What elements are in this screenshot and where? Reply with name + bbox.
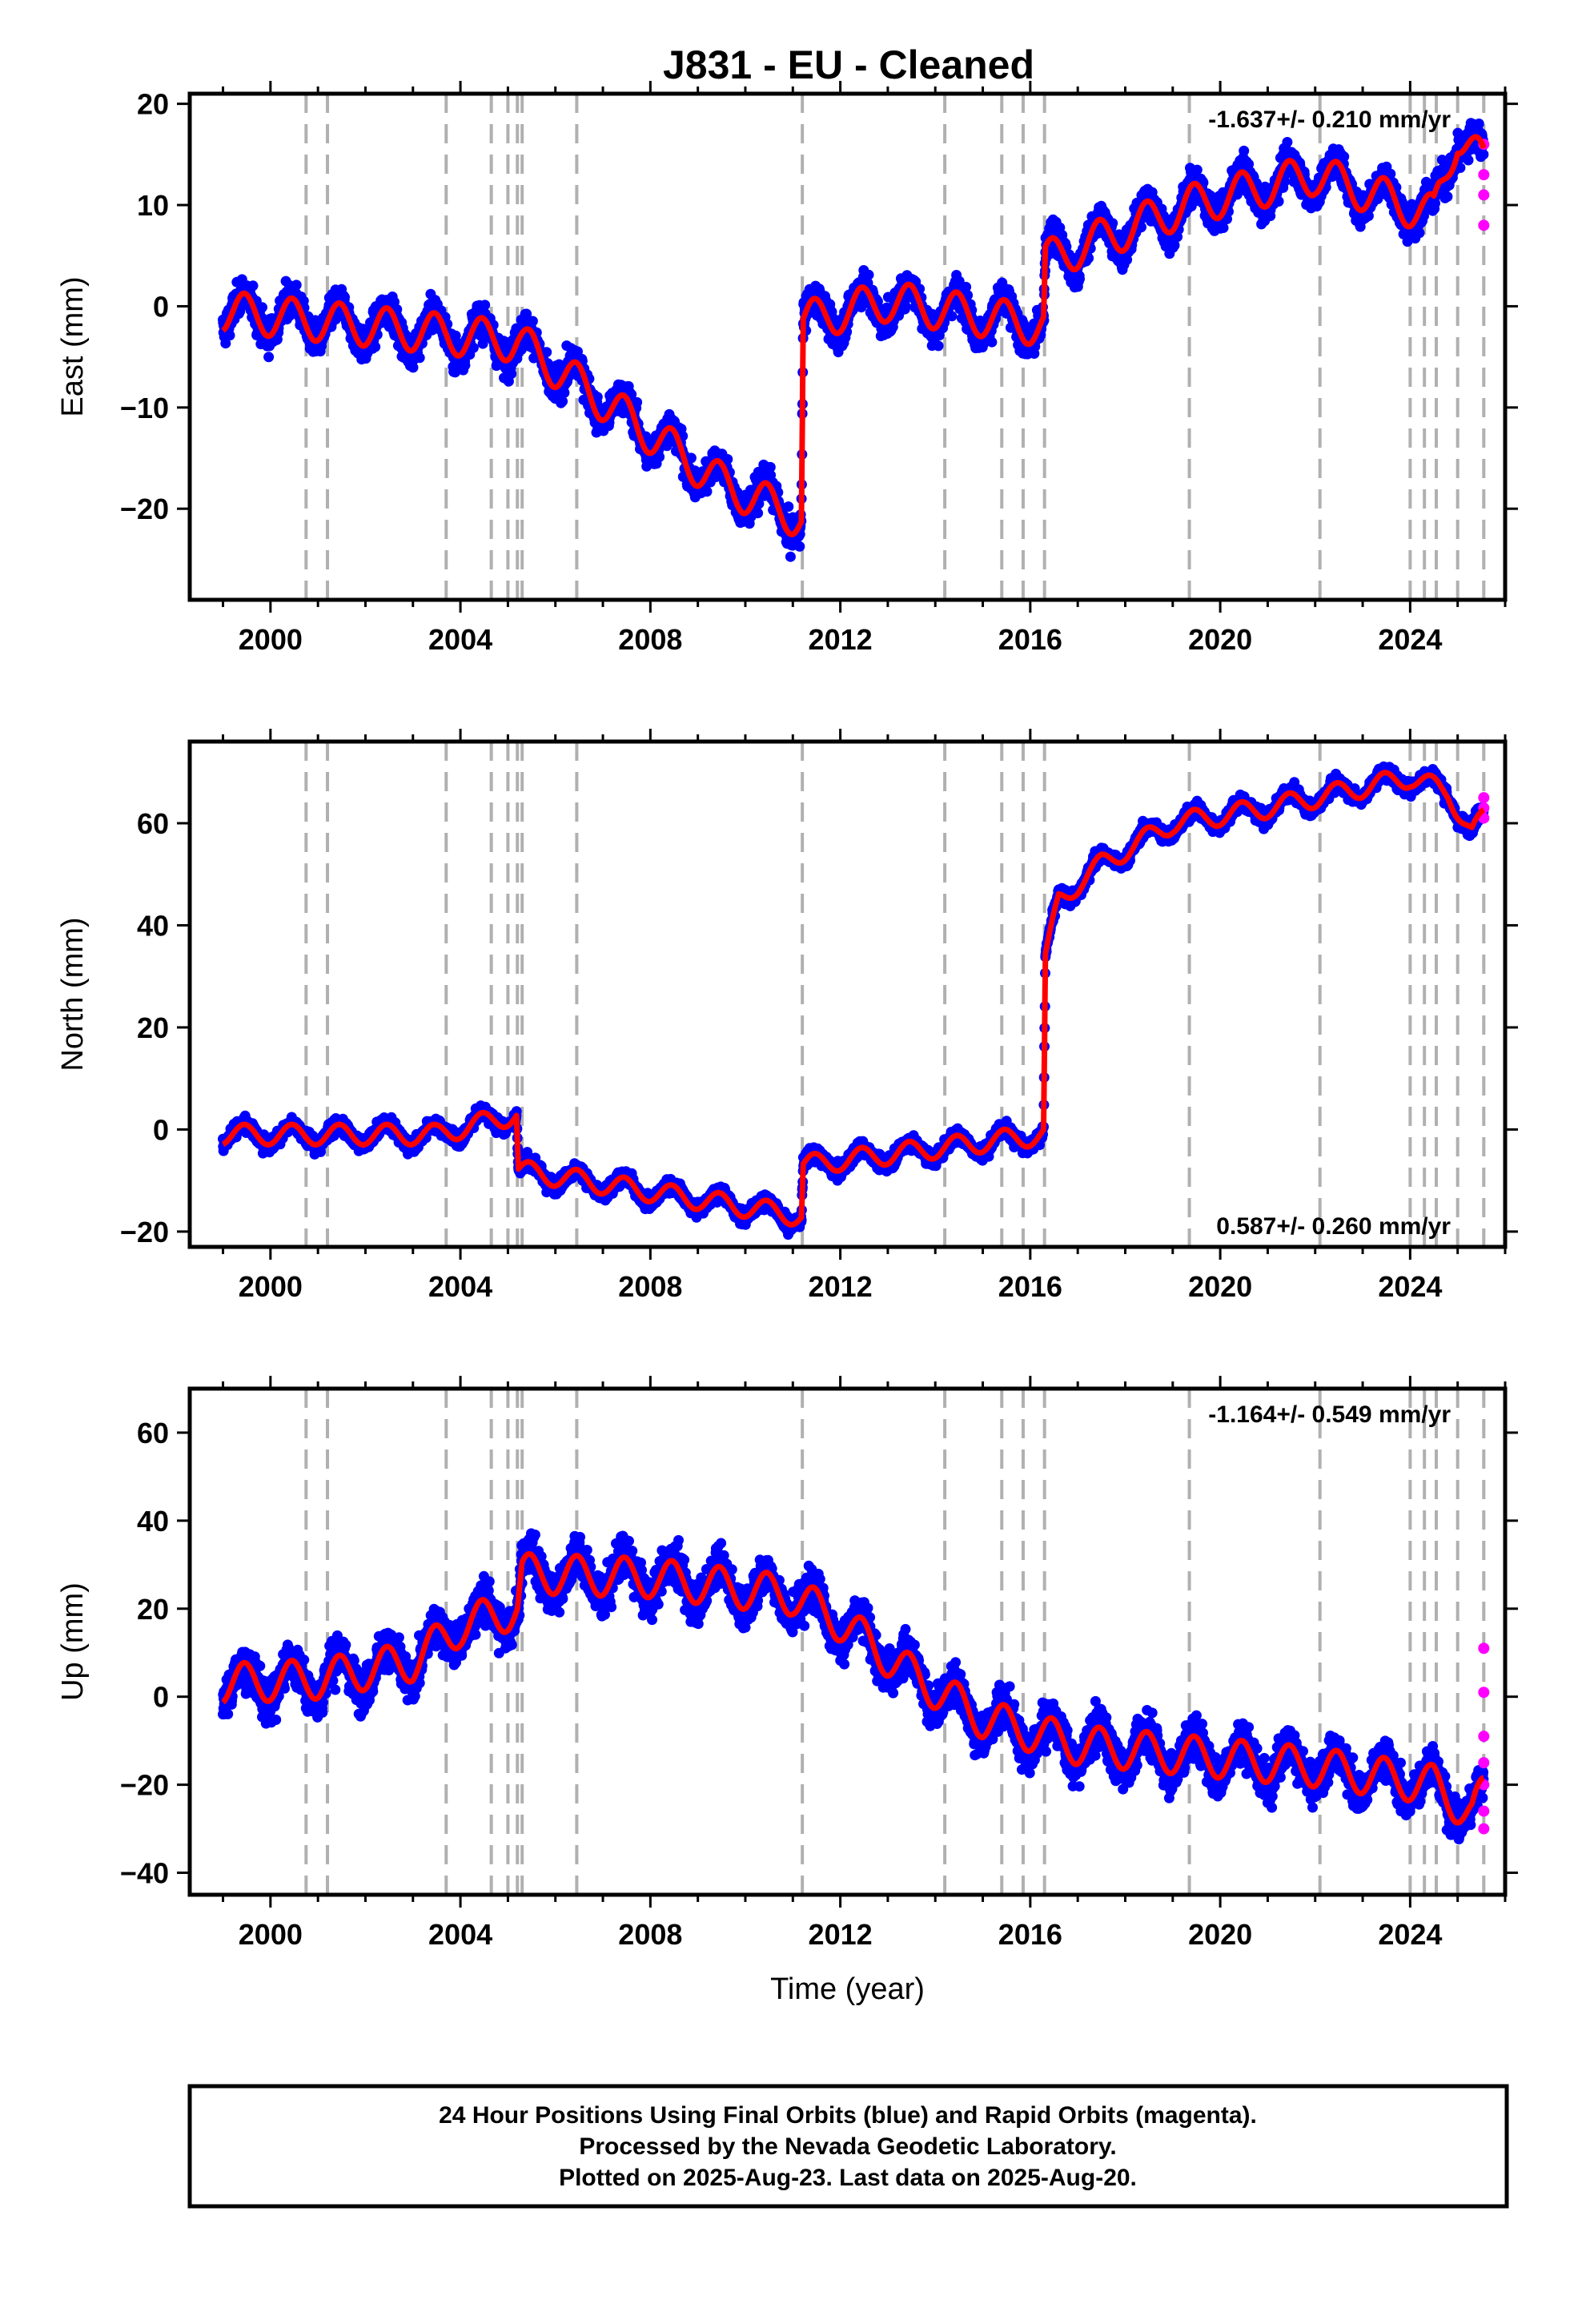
final-point [701,486,713,497]
final-point [632,396,643,408]
final-point [1074,273,1085,284]
final-point [986,336,998,348]
final-point [1191,164,1203,175]
final-point [1478,149,1489,160]
final-point [339,292,350,303]
final-point [1414,227,1425,239]
final-point [933,340,944,352]
final-point [247,280,259,292]
final-point [785,551,796,562]
x-tick-label: 2008 [618,623,682,656]
final-point [257,302,267,313]
final-point [408,362,419,373]
final-point [592,392,603,403]
y-tick-label: −10 [120,392,169,424]
y-tick-label: 0 [153,290,169,323]
y-tick-label: −20 [120,493,169,525]
final-point [450,330,461,341]
final-point [900,300,911,312]
y-tick-label: 10 [137,189,169,222]
final-point [460,360,471,371]
x-tick-label: 2016 [998,623,1062,656]
figure-title: J831 - EU - Cleaned [663,42,1034,87]
final-point [1339,151,1350,163]
final-point [1239,145,1250,156]
final-point [753,508,764,519]
final-point [291,279,302,291]
final-point [1442,191,1453,202]
x-tick-label: 2004 [428,623,492,656]
rapid-point [1478,169,1490,181]
rate-annotation: -1.637+/- 0.210 mm/yr [1208,107,1451,133]
final-point [1430,198,1440,209]
final-point [224,330,235,341]
final-point [1463,155,1474,166]
final-point [541,347,552,358]
final-point [477,338,488,349]
final-point [783,501,794,513]
panel-east: 2000 2004 2008 2012 2016 2020 2024 −20 −10 0 10 20 E… [56,81,1518,656]
final-point [521,308,532,320]
final-point [414,352,425,364]
x-tick-label: 2024 [1378,623,1442,656]
final-point [506,368,517,380]
x-tick-label: 2000 [239,623,303,656]
rapid-point [1478,219,1490,231]
final-point [863,269,874,280]
final-point [946,311,958,322]
final-point [263,352,275,363]
final-point [557,396,568,407]
y-axis-label: East (mm) [56,276,90,416]
final-point [370,341,381,352]
x-tick-label: 2020 [1188,623,1252,656]
final-point [794,541,805,552]
final-point [480,300,491,311]
final-point [220,338,231,349]
final-point [1282,137,1293,147]
panels: 2000 2004 2008 2012 2016 2020 2024 −20 −10 0 10 20 E… [56,81,1518,2006]
y-tick-label: 20 [137,88,169,121]
final-point [468,342,479,353]
final-point [559,387,570,398]
final-point [654,452,665,462]
final-point [527,316,538,327]
x-tick-label: 2012 [809,623,873,656]
rapid-point [1478,189,1490,201]
